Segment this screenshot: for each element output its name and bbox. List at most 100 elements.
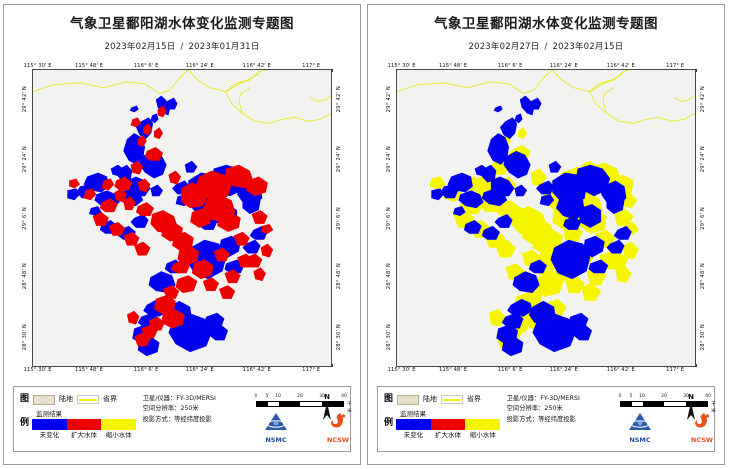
lon-tick-label: 116° 42' E [242, 367, 271, 373]
lat-tick-label: 29° 6' N [336, 206, 342, 230]
land-label: 陆地 [59, 395, 74, 403]
unchanged-water-layer [431, 95, 632, 357]
metadata-value: 250米 [180, 405, 199, 413]
legend-swatch-shrunk [101, 418, 137, 430]
map-panel-right: 气象卫星鄱阳湖水体变化监测专题图 2023年02月27日 / 2023年02月15日… [367, 4, 725, 465]
legend-char-li: 例 [384, 417, 394, 428]
map-canvas-right[interactable] [396, 69, 696, 367]
lon-tick-label: 117° E [302, 63, 321, 69]
land-label: 陆地 [423, 395, 438, 403]
metadata-row-resolution: 空间分辨率：250米 [143, 404, 248, 414]
lon-tick-label: 115° 30' E [23, 63, 52, 69]
metadata-block: 卫星/仪器：FY-3D/MERSI 空间分辨率：250米 投影方式：等经纬度投影 [507, 392, 612, 447]
nsmc-logo-text: NSMC [265, 436, 287, 444]
ncsw-logo: NCSW [318, 412, 358, 444]
legend-result-title: 监测结果 [36, 410, 62, 418]
scale-bar-ticks: 0 5 10 20 30 40 [618, 394, 711, 401]
lon-tick-label: 116° 24' E [549, 367, 578, 373]
longitude-axis-top: 115° 30' E 115° 48' E 116° 6' E 116° 24'… [388, 58, 696, 69]
date-reference: 2023年02月15日 [552, 41, 624, 52]
legend-color-bar [396, 418, 501, 430]
date-range: 2023年02月15日 / 2023年01月31日 [4, 41, 360, 52]
legend-bar-labels: 未变化 扩大水体 缩小水体 [396, 431, 500, 439]
page-title: 气象卫星鄱阳湖水体变化监测专题图 [434, 16, 658, 32]
lat-tick-label: 29° 42' N [700, 86, 706, 113]
latitude-axis-left: 29° 42' N 29° 24' N 29° 6' N 28° 48' N 2… [18, 69, 32, 367]
metadata-value: FY-3D/MERSI [176, 395, 216, 402]
lat-tick-label: 29° 24' N [700, 146, 706, 173]
metadata-value: FY-3D/MERSI [540, 395, 580, 402]
legend-swatch-shrunk [465, 418, 501, 430]
lat-tick-label: 29° 42' N [22, 86, 28, 113]
nsmc-satellite-icon [265, 413, 287, 430]
metadata-key: 空间分辨率： [142, 405, 181, 413]
province-boundary-layer [33, 70, 331, 124]
lat-tick-label: 29° 6' N [700, 206, 706, 230]
lon-tick-label: 116° 42' E [606, 63, 635, 69]
legend-label-unchanged: 未变化 [39, 430, 60, 439]
longitude-axis-bottom: 115° 30' E 115° 48' E 116° 6' E 116° 24'… [388, 367, 696, 378]
scale-tick: 5 [629, 394, 633, 399]
lat-tick-label: 28° 30' N [336, 323, 342, 350]
map-frame-right: 115° 30' E 115° 48' E 116° 6' E 116° 24'… [382, 58, 710, 378]
latitude-axis-right: 29° 42' N 29° 24' N 29° 6' N 28° 48' N 2… [696, 69, 710, 367]
compass-north-label: N [688, 393, 694, 401]
agency-logos: NSMC NCSW [620, 412, 722, 444]
date-range: 2023年02月27日 / 2023年02月15日 [368, 41, 724, 52]
legend-bar-labels: 未变化 扩大水体 缩小水体 [32, 430, 136, 439]
lat-tick-label: 29° 42' N [386, 86, 392, 113]
nsmc-logo: NSMC [256, 412, 296, 444]
scale-tick: 10 [275, 394, 281, 399]
metadata-block: 卫星/仪器：FY-3D/MERSI 空间分辨率：250米 投影方式：等经纬度投影 [143, 392, 248, 447]
lon-tick-label: 116° 6' E [497, 367, 523, 373]
lon-tick-label: 117° E [302, 367, 321, 373]
lon-tick-label: 117° E [666, 63, 685, 69]
scale-tick: 30 [319, 394, 325, 399]
latitude-axis-right: 29° 42' N 29° 24' N 29° 6' N 28° 48' N 2… [332, 69, 346, 367]
legend-swatch-expanded [66, 418, 102, 430]
legend-label-shrunk: 缩小水体 [105, 430, 132, 439]
lon-tick-label: 116° 6' E [497, 63, 523, 69]
metadata-row-projection: 投影方式：等经纬度投影 [507, 415, 612, 425]
metadata-key: 卫星/仪器： [506, 395, 541, 402]
lon-tick-label: 115° 48' E [75, 367, 104, 373]
scale-tick: 0 [618, 394, 622, 399]
scale-and-logos: 0 5 10 20 30 40 千米 [248, 392, 352, 447]
north-arrow-icon [687, 402, 695, 420]
latitude-axis-left: 29° 42' N 29° 24' N 29° 6' N 28° 48' N 2… [382, 69, 396, 367]
longitude-axis-bottom: 115° 30' E 115° 48' E 116° 6' E 116° 24'… [24, 367, 332, 378]
compass-rose: N [682, 394, 700, 425]
lon-tick-label: 117° E [666, 367, 685, 373]
boundary-label: 省界 [103, 395, 118, 403]
changed-water-layer [69, 105, 274, 347]
metadata-key: 空间分辨率： [506, 405, 545, 413]
scale-tick: 20 [297, 394, 303, 399]
scale-tick: 0 [254, 394, 258, 399]
lat-tick-label: 28° 30' N [22, 323, 28, 350]
legend-swatch-unchanged [32, 418, 67, 430]
lon-tick-label: 116° 42' E [242, 63, 271, 69]
metadata-value: 250米 [544, 405, 563, 413]
lat-tick-label: 28° 48' N [336, 263, 342, 290]
lat-tick-label: 28° 48' N [22, 263, 28, 290]
legend-box-right: 图 陆地 省界 监测结果 例 [377, 386, 716, 452]
scale-unit-label: 千米 [347, 402, 352, 414]
nsmc-logo: NSMC [620, 412, 660, 444]
legend-label-expanded: 扩大水体 [71, 430, 98, 439]
scale-tick: 30 [683, 394, 689, 399]
lon-tick-label: 115° 48' E [75, 63, 104, 69]
ncsw-logo: NCSW [682, 412, 722, 444]
ncsw-logo-text: NCSW [326, 436, 350, 444]
agency-logos: NSMC NCSW [256, 412, 358, 444]
metadata-key: 卫星/仪器： [142, 395, 177, 402]
legend-swatch-unchanged [396, 418, 431, 430]
lon-tick-label: 116° 42' E [606, 367, 635, 373]
lon-tick-label: 115° 30' E [23, 367, 52, 373]
lon-tick-label: 115° 48' E [439, 63, 468, 69]
date-separator: / [180, 41, 184, 52]
lon-tick-label: 116° 24' E [185, 63, 214, 69]
scale-tick: 5 [265, 394, 269, 399]
boundary-label: 省界 [467, 395, 482, 403]
map-canvas-left[interactable] [32, 69, 332, 367]
lon-tick-label: 115° 30' E [387, 63, 416, 69]
